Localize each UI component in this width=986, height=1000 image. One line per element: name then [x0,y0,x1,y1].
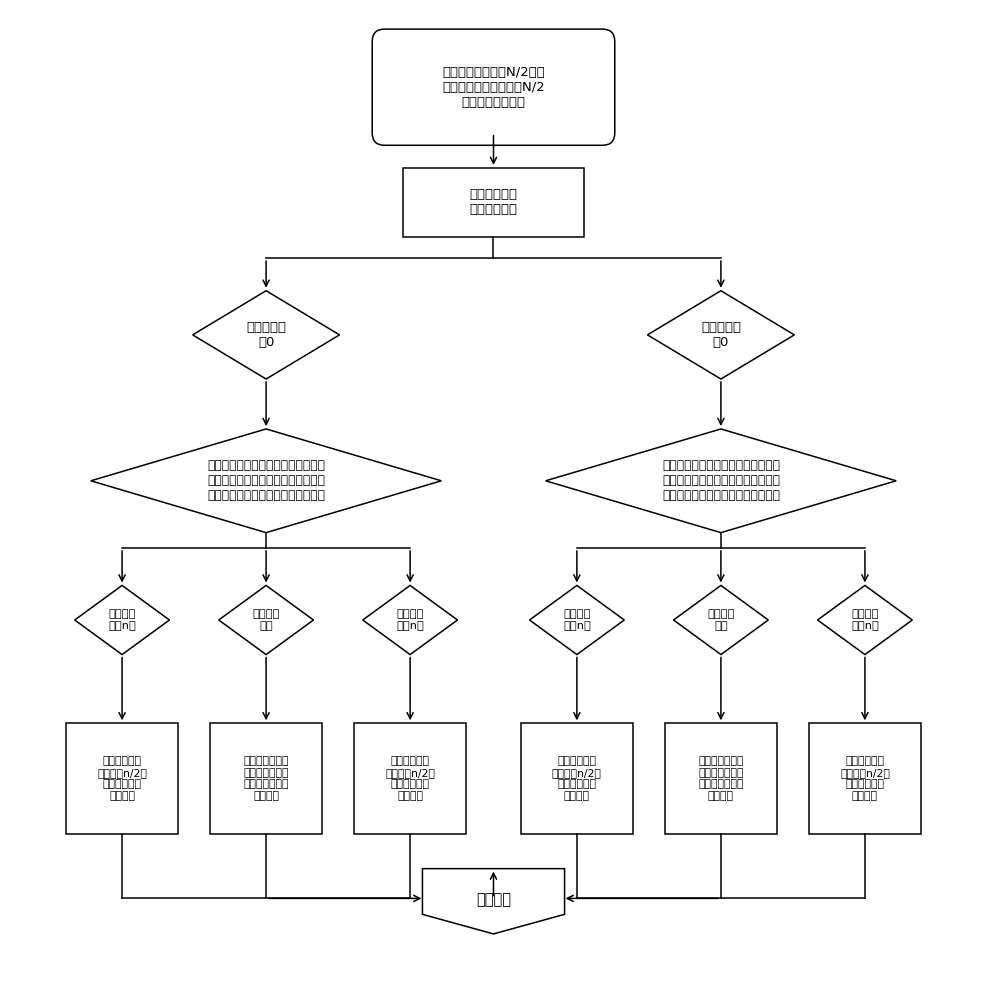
Text: 子模块电压最大者为正向投入，且正
向投入子模块电压最大值与反向投入
子模块电压最小值之差大于设定阈值: 子模块电压最大者为正向投入，且正 向投入子模块电压最大值与反向投入 子模块电压最… [207,459,324,502]
Polygon shape [219,585,314,655]
Polygon shape [545,429,895,533]
Bar [66,723,177,834]
Text: 电平指令
减少n个: 电平指令 减少n个 [850,609,878,631]
Text: 电平指令
不变: 电平指令 不变 [706,609,734,631]
Polygon shape [528,585,623,655]
Text: 反向投入最大值
子模块与正向投
入最小值子模块
状态互换: 反向投入最大值 子模块与正向投 入最小值子模块 状态互换 [697,756,742,801]
Text: 依次将反向投
入最大的n/2个
子模块切换至
正向投入: 依次将反向投 入最大的n/2个 子模块切换至 正向投入 [551,756,601,801]
Text: 对桥臂子模块
电容电压排序: 对桥臂子模块 电容电压排序 [469,188,517,216]
Text: 循环结束: 循环结束 [475,892,511,907]
Text: 电平指令
减少n个: 电平指令 减少n个 [395,609,424,631]
Text: 桥臂电流小
于0: 桥臂电流小 于0 [700,321,740,349]
Text: 依次将反向投
入最小的n/2个
子模块切换至
正向投入: 依次将反向投 入最小的n/2个 子模块切换至 正向投入 [97,756,147,801]
Polygon shape [75,585,170,655]
Text: 桥臂电流大
于0: 桥臂电流大 于0 [246,321,286,349]
Bar [809,723,920,834]
Text: 初始化：将桥臂中N/2个子
模块正向投入；将另外N/2
个子模块反向投入: 初始化：将桥臂中N/2个子 模块正向投入；将另外N/2 个子模块反向投入 [442,66,544,109]
Bar [521,723,632,834]
Bar [403,168,583,237]
Polygon shape [363,585,458,655]
Polygon shape [422,869,564,934]
FancyBboxPatch shape [372,29,614,145]
Text: 电平指令
增加n个: 电平指令 增加n个 [562,609,591,631]
Bar [210,723,321,834]
Bar [665,723,776,834]
Text: 依次将正向投
入最大的n/2个
子模块切换至
反向投入: 依次将正向投 入最大的n/2个 子模块切换至 反向投入 [385,756,435,801]
Polygon shape [816,585,911,655]
Polygon shape [647,291,794,379]
Text: 依次将正向投
入最小的n/2个
子模块切换至
反向投入: 依次将正向投 入最小的n/2个 子模块切换至 反向投入 [839,756,889,801]
Polygon shape [672,585,767,655]
Text: 电平指令
增加n个: 电平指令 增加n个 [108,609,136,631]
Polygon shape [192,291,339,379]
Bar [354,723,465,834]
Text: 电平指令
不变: 电平指令 不变 [252,609,280,631]
Text: 正向投入最大值
子模块与反向投
入最小值子模块
状态互换: 正向投入最大值 子模块与反向投 入最小值子模块 状态互换 [244,756,289,801]
Text: 子模块电压最大者为反向投入，且反
向投入子模块电压最大值与正向投入
子模块电压最小值之差大于设定阈值: 子模块电压最大者为反向投入，且反 向投入子模块电压最大值与正向投入 子模块电压最… [662,459,779,502]
Polygon shape [91,429,441,533]
